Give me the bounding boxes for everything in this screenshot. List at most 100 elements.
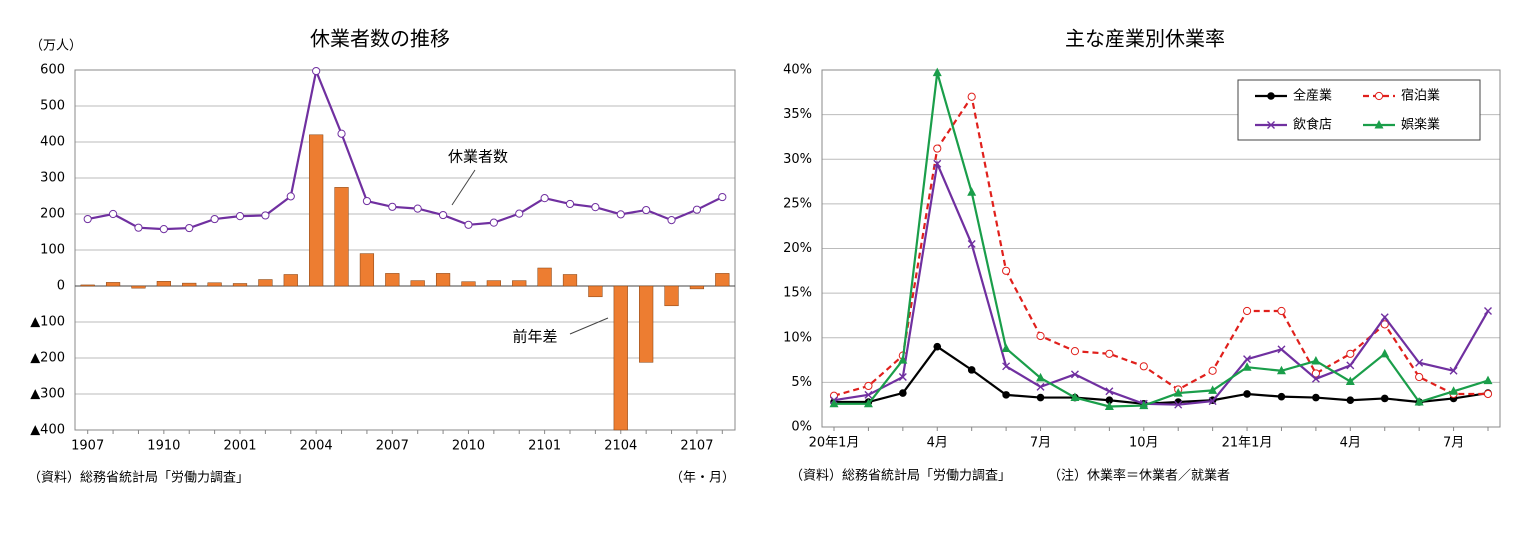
y-tick-label: 35% (783, 107, 812, 122)
bar (80, 284, 95, 287)
y-tick-label: ▲300 (30, 387, 65, 402)
bar (562, 274, 578, 287)
marker (1208, 385, 1218, 394)
marker (1070, 392, 1080, 402)
bar (258, 279, 273, 287)
note: （注）休業率＝休業者／就業者 (1048, 468, 1230, 484)
bar (613, 285, 628, 431)
y-tick-label: ▲100 (30, 315, 65, 330)
marker (1345, 376, 1355, 385)
marker (1380, 313, 1389, 322)
x-tick-label: 2104 (604, 439, 637, 454)
y-unit: （万人） (30, 39, 82, 54)
marker (692, 205, 702, 214)
series-line (834, 345, 1489, 405)
marker (1276, 365, 1286, 375)
legend-label: 全産業 (1293, 88, 1332, 104)
marker (967, 240, 976, 249)
marker (489, 218, 498, 227)
y-tick-label: 10% (783, 330, 812, 345)
x-unit: （年・月） (670, 471, 735, 486)
plot-frame (74, 69, 736, 431)
bar (639, 285, 654, 363)
marker (1139, 400, 1149, 410)
annotation: 前年差 (512, 328, 557, 346)
y-tick-label: 200 (40, 207, 65, 222)
marker (967, 366, 976, 374)
bar (689, 285, 705, 290)
marker (1036, 372, 1046, 382)
marker (1346, 361, 1355, 370)
marker (1070, 370, 1079, 379)
y-tick-label: ▲400 (30, 423, 65, 438)
y-tick-label: 5% (791, 375, 812, 390)
chart-title: 休業者数の推移 (310, 27, 450, 51)
marker (616, 210, 625, 219)
marker (565, 199, 575, 209)
marker (898, 373, 907, 382)
series-line (87, 67, 723, 231)
marker (1380, 320, 1389, 329)
marker (591, 203, 600, 212)
bar (334, 187, 349, 287)
y-tick-label: 0 (57, 279, 65, 294)
bar (435, 273, 451, 287)
marker (1001, 343, 1011, 352)
y-tick-label: 600 (40, 63, 65, 78)
bar (207, 282, 222, 287)
bar (385, 273, 400, 287)
marker (1036, 382, 1045, 391)
marker (1173, 388, 1183, 397)
marker (1174, 400, 1183, 409)
marker (1105, 387, 1114, 396)
marker (898, 355, 908, 364)
bar (715, 273, 730, 287)
marker (1036, 393, 1045, 402)
marker (1277, 345, 1286, 354)
bar (486, 280, 501, 287)
y-tick-label: 20% (783, 241, 812, 256)
y-tick-label: 300 (40, 171, 65, 186)
x-tick-label: 7月 (1030, 436, 1051, 451)
x-tick-label: 7月 (1443, 436, 1464, 451)
marker (642, 205, 651, 215)
marker (1414, 397, 1424, 406)
marker (337, 129, 346, 138)
bar (588, 285, 603, 298)
x-tick-label: 4月 (1340, 436, 1361, 451)
marker (1415, 372, 1424, 382)
bar (156, 281, 171, 287)
marker (864, 390, 873, 399)
marker (1036, 331, 1045, 341)
legend-box (1237, 79, 1481, 141)
marker (1208, 397, 1217, 406)
marker (1312, 393, 1320, 402)
legend-label: 娯楽業 (1401, 117, 1440, 133)
marker (967, 187, 977, 196)
marker (1483, 389, 1493, 399)
marker (438, 210, 448, 220)
marker (1346, 349, 1355, 358)
marker (1449, 366, 1458, 375)
x-tick-label: 20年1月 (809, 436, 860, 451)
marker (362, 196, 372, 206)
x-tick-label: 1907 (71, 439, 104, 454)
marker (933, 144, 942, 153)
marker (1449, 386, 1459, 395)
chart-title: 主な産業別休業率 (1065, 27, 1225, 51)
marker (1002, 362, 1011, 371)
marker (235, 212, 245, 221)
marker (1483, 375, 1493, 385)
marker (1311, 369, 1320, 378)
bar (182, 282, 197, 287)
marker (1267, 121, 1275, 129)
source: （資料）総務省統計局「労働力調査」 (790, 468, 1011, 484)
y-tick-label: 30% (783, 152, 812, 167)
bar (537, 267, 552, 287)
marker (1277, 306, 1286, 316)
annotation-leader (569, 317, 609, 335)
annotation: 休業者数 (448, 148, 508, 166)
series-line (834, 72, 1489, 408)
marker (413, 204, 422, 213)
